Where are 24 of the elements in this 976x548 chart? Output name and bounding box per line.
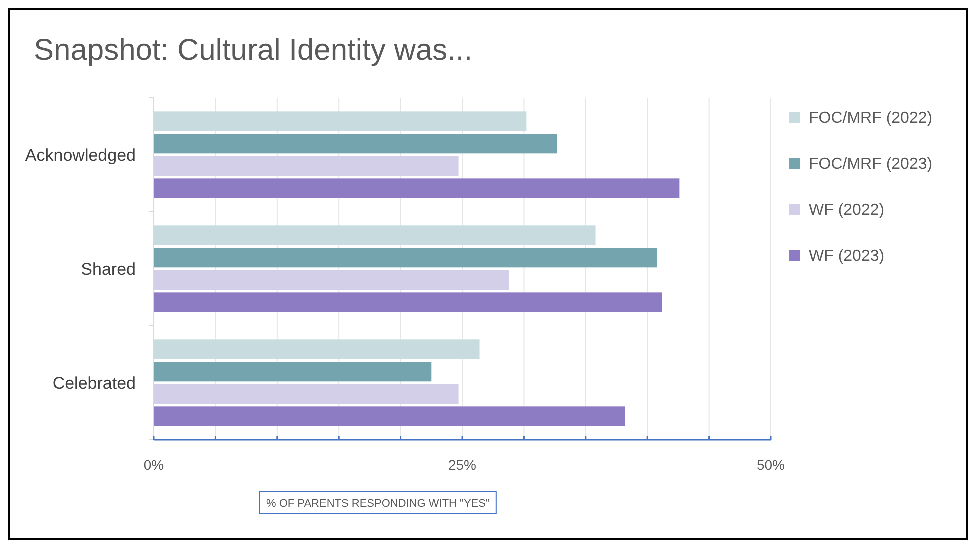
bar — [154, 226, 596, 246]
legend-label: WF (2023) — [809, 248, 885, 265]
x-tick-label: 25% — [448, 457, 477, 473]
legend-label: FOC/MRF (2022) — [809, 110, 933, 127]
bar — [154, 156, 459, 176]
bar — [154, 384, 459, 404]
bar — [154, 134, 558, 154]
bar — [154, 270, 510, 290]
bar — [154, 112, 527, 132]
bar — [154, 362, 432, 382]
legend-label: FOC/MRF (2023) — [809, 156, 933, 173]
y-tick-label: Shared — [81, 260, 136, 279]
bar — [154, 292, 662, 312]
x-tick-label: 50% — [756, 457, 786, 473]
x-tick-label: 0% — [144, 457, 164, 473]
bar — [154, 340, 480, 360]
x-axis-title: % OF PARENTS RESPONDING WITH "YES" — [266, 498, 490, 510]
bar — [154, 178, 680, 198]
chart-title: Snapshot: Cultural Identity was... — [34, 34, 473, 67]
legend-label: WF (2022) — [809, 202, 885, 219]
bar — [154, 406, 626, 426]
bar — [154, 248, 658, 268]
y-tick-label: Acknowledged — [25, 146, 136, 165]
y-tick-label: Celebrated — [52, 374, 136, 393]
